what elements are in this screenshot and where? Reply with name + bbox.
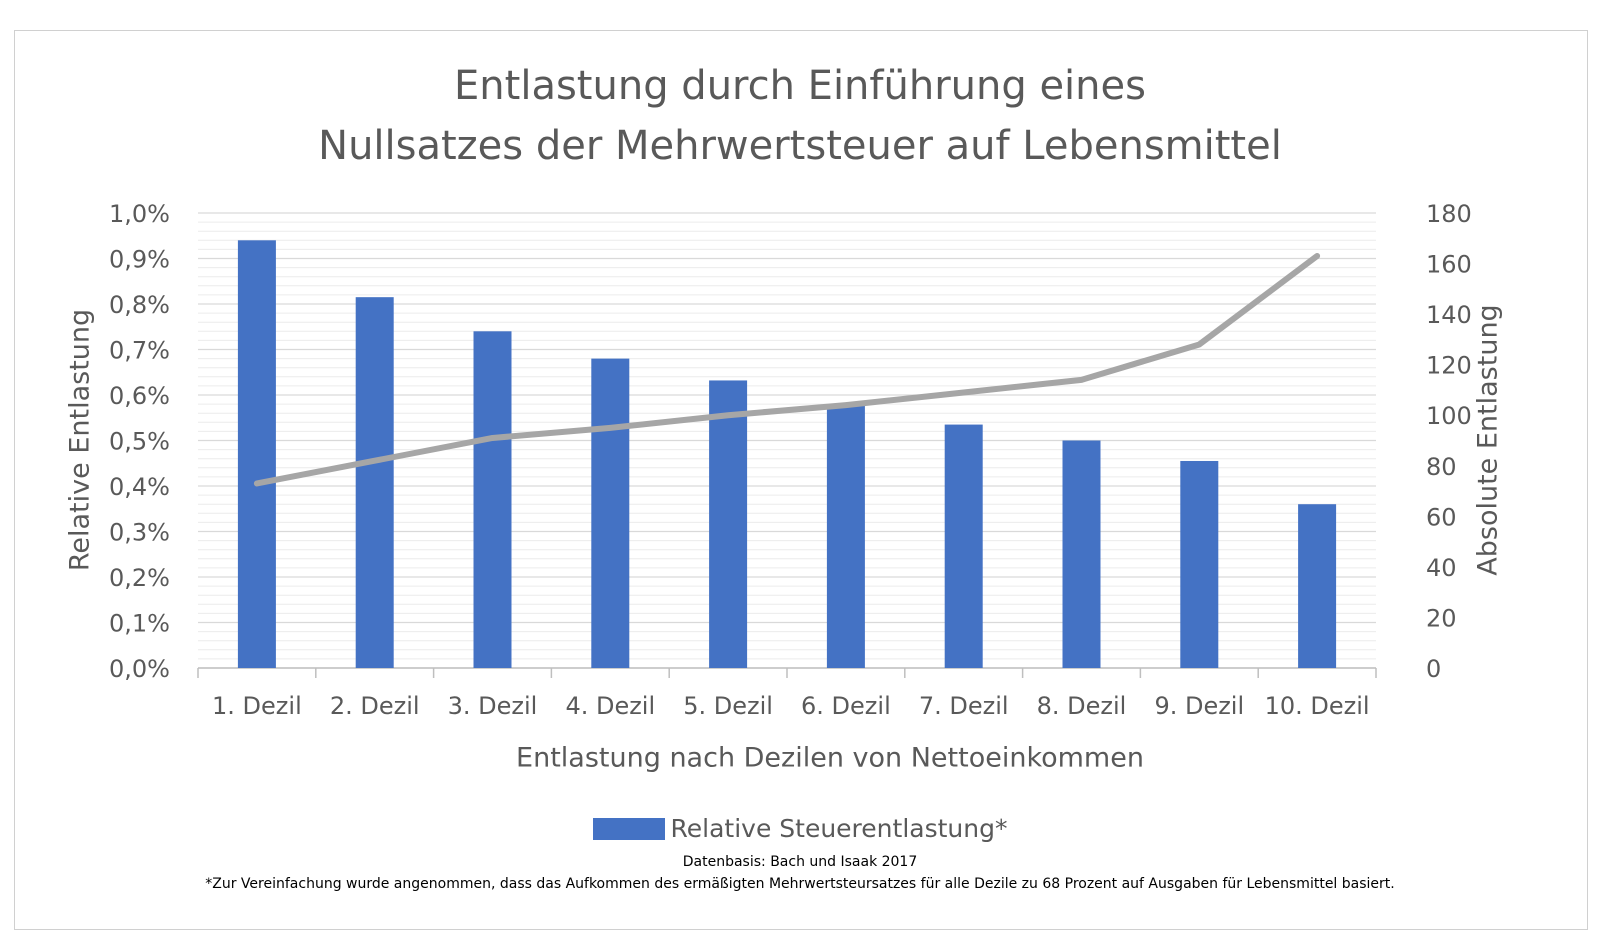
- x-tick-label: 6. Dezil: [801, 692, 891, 720]
- x-tick-label: 7. Dezil: [919, 692, 1009, 720]
- y2-tick-label: 100: [1426, 402, 1472, 430]
- y-tick-label: 0,6%: [109, 382, 170, 410]
- y2-tick-label: 0: [1426, 655, 1441, 683]
- y2-tick-label: 160: [1426, 251, 1472, 279]
- bar: [591, 358, 630, 668]
- y2-tick-label: 120: [1426, 352, 1472, 380]
- chart-title-line-1: Entlastung durch Einführung eines: [454, 63, 1146, 109]
- x-tick-label: 5. Dezil: [683, 692, 773, 720]
- bar: [1180, 460, 1219, 668]
- y-tick-label: 0,3%: [109, 519, 170, 547]
- legend: Relative Steuerentlastung*: [0, 814, 1600, 843]
- y2-tick-label: 80: [1426, 453, 1457, 481]
- bar: [1298, 504, 1337, 668]
- source-note: Datenbasis: Bach und Isaak 2017: [682, 854, 918, 870]
- y2-tick-label: 180: [1426, 200, 1472, 228]
- y2-axis-title: Absolute Entlastung: [1472, 304, 1504, 576]
- y-tick-label: 0,8%: [109, 291, 170, 319]
- x-tick-label: 8. Dezil: [1037, 692, 1127, 720]
- y-tick-label: 0,9%: [109, 246, 170, 274]
- y-axis-title: Relative Entlastung: [64, 308, 96, 572]
- chart-title-line-2: Nullsatzes der Mehrwertsteuer auf Lebens…: [318, 123, 1282, 169]
- y-tick-label: 0,2%: [109, 564, 170, 592]
- y2-tick-label: 40: [1426, 554, 1457, 582]
- bar: [237, 240, 276, 669]
- bar: [355, 297, 394, 668]
- bar: [826, 404, 865, 668]
- footnote: *Zur Vereinfachung wurde angenommen, das…: [205, 876, 1395, 892]
- y2-tick-label: 140: [1426, 301, 1472, 329]
- y2-tick-label: 60: [1426, 503, 1457, 531]
- x-tick-label: 9. Dezil: [1154, 692, 1244, 720]
- bar: [1062, 440, 1101, 668]
- x-tick-label: 4. Dezil: [565, 692, 655, 720]
- y-tick-label: 1,0%: [109, 200, 170, 228]
- y-tick-label: 0,7%: [109, 337, 170, 365]
- y-tick-label: 0,1%: [109, 610, 170, 638]
- x-tick-label: 2. Dezil: [330, 692, 420, 720]
- y-tick-label: 0,5%: [109, 428, 170, 456]
- y-tick-label: 0,4%: [109, 473, 170, 501]
- bar: [709, 380, 748, 668]
- x-tick-label: 10. Dezil: [1265, 692, 1370, 720]
- legend-swatch-bar: [592, 817, 665, 840]
- x-axis-title: Entlastung nach Dezilen von Nettoeinkomm…: [516, 742, 1144, 774]
- y2-tick-label: 20: [1426, 604, 1457, 632]
- y-tick-label: 0,0%: [109, 655, 170, 683]
- legend-label-bar: Relative Steuerentlastung*: [670, 814, 1008, 843]
- line-series-absolute: [253, 252, 1321, 487]
- bar: [473, 331, 512, 668]
- x-tick-label: 1. Dezil: [212, 692, 302, 720]
- x-tick-label: 3. Dezil: [448, 692, 538, 720]
- bar: [944, 424, 983, 668]
